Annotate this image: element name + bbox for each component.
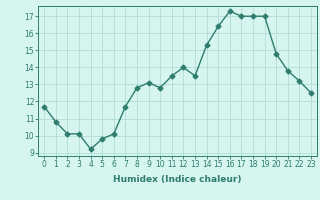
- X-axis label: Humidex (Indice chaleur): Humidex (Indice chaleur): [113, 175, 242, 184]
